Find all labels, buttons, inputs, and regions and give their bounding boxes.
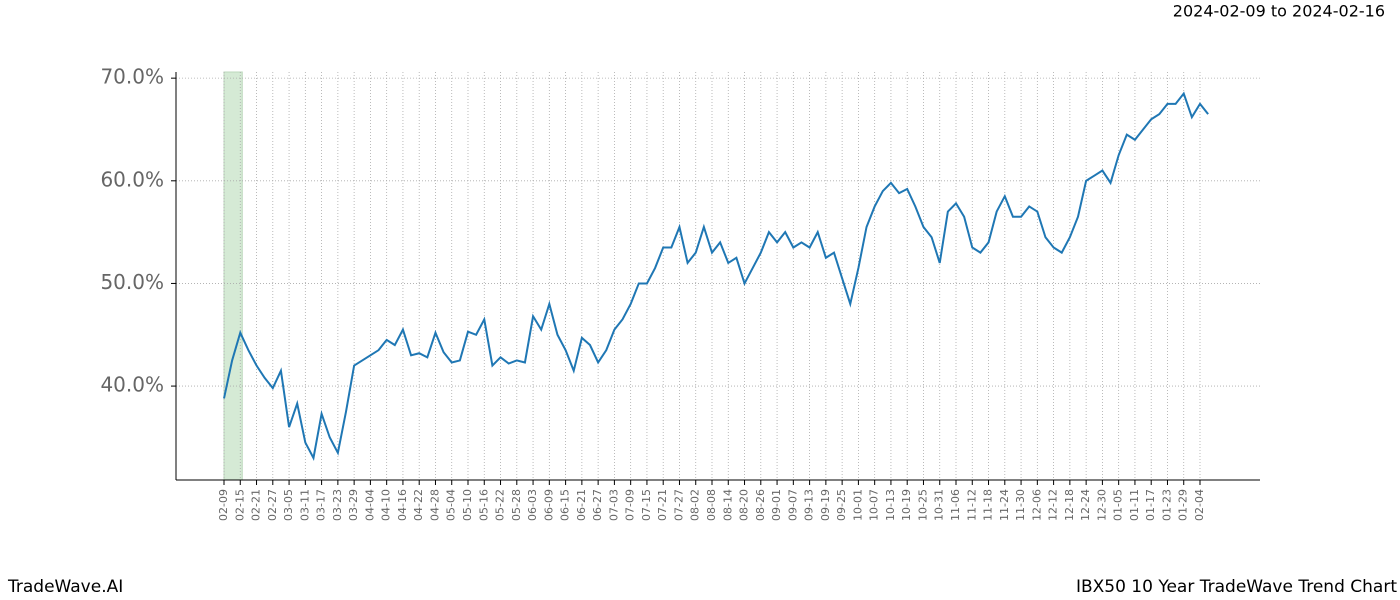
x-tick-label: 09-07 — [786, 489, 799, 521]
x-tick-label: 08-14 — [721, 489, 734, 521]
x-tick-label: 12-30 — [1095, 489, 1108, 521]
x-tick-label: 02-09 — [217, 489, 230, 521]
x-tick-label: 08-02 — [689, 489, 702, 521]
x-tick-label: 02-04 — [1193, 489, 1206, 521]
x-tick-label: 07-15 — [640, 489, 653, 521]
x-tick-label: 03-11 — [298, 489, 311, 521]
x-tick-label: 12-24 — [1079, 489, 1092, 521]
x-tick-label: 08-20 — [738, 489, 751, 521]
x-tick-label: 09-13 — [803, 489, 816, 521]
x-tick-label: 07-27 — [672, 489, 685, 521]
x-tick-label: 01-23 — [1160, 489, 1173, 521]
x-tick-label: 03-17 — [315, 489, 328, 521]
x-tick-label: 09-01 — [770, 489, 783, 521]
y-tick-label: 70.0% — [100, 65, 164, 89]
x-tick-label: 02-21 — [250, 489, 263, 521]
x-tick-label: 04-16 — [396, 489, 409, 521]
x-tick-label: 04-28 — [428, 489, 441, 521]
x-tick-label: 06-15 — [559, 489, 572, 521]
x-tick-label: 02-27 — [266, 489, 279, 521]
y-tick-label: 60.0% — [100, 167, 164, 191]
x-tick-label: 04-04 — [363, 489, 376, 521]
x-tick-label: 10-31 — [933, 489, 946, 521]
x-tick-label: 01-05 — [1112, 489, 1125, 521]
x-tick-label: 11-24 — [998, 489, 1011, 521]
x-tick-label: 01-11 — [1128, 489, 1141, 521]
x-tick-label: 12-18 — [1063, 489, 1076, 521]
x-tick-label: 05-28 — [510, 489, 523, 521]
x-tick-label: 10-19 — [900, 489, 913, 521]
x-tick-label: 03-29 — [347, 489, 360, 521]
footer-left: TradeWave.AI — [7, 577, 123, 597]
x-tick-label: 05-22 — [494, 489, 507, 521]
y-tick-label: 50.0% — [100, 270, 164, 294]
x-tick-label: 09-25 — [835, 489, 848, 521]
x-tick-label: 07-21 — [656, 489, 669, 521]
chart-title: 2024-02-09 to 2024-02-16 — [1173, 2, 1385, 21]
x-tick-label: 05-04 — [445, 489, 458, 521]
x-tick-label: 06-03 — [526, 489, 539, 521]
x-tick-label: 11-06 — [949, 489, 962, 521]
series-line — [223, 91, 1209, 461]
x-tick-label: 03-05 — [282, 489, 295, 521]
y-tick-label: 40.0% — [100, 373, 164, 397]
x-tick-label: 09-19 — [819, 489, 832, 521]
x-tick-label: 01-17 — [1144, 489, 1157, 521]
x-tick-label: 03-23 — [331, 489, 344, 521]
x-tick-label: 01-29 — [1177, 489, 1190, 521]
footer-right: IBX50 10 Year TradeWave Trend Chart — [1076, 577, 1397, 597]
x-tick-label: 05-10 — [461, 489, 474, 521]
x-tick-label: 07-09 — [624, 489, 637, 521]
x-tick-label: 08-26 — [754, 489, 767, 521]
x-tick-label: 07-03 — [607, 489, 620, 521]
x-tick-label: 10-25 — [916, 489, 929, 521]
x-tick-label: 04-10 — [380, 489, 393, 521]
x-tick-label: 12-12 — [1047, 489, 1060, 521]
x-tick-label: 06-21 — [575, 489, 588, 521]
x-tick-label: 11-12 — [965, 489, 978, 521]
x-tick-label: 06-09 — [542, 489, 555, 521]
x-tick-label: 12-06 — [1030, 489, 1043, 521]
x-tick-label: 11-30 — [1014, 489, 1027, 521]
highlight-span — [223, 71, 243, 481]
x-tick-label: 10-13 — [884, 489, 897, 521]
x-tick-label: 11-18 — [982, 489, 995, 521]
x-tick-label: 04-22 — [412, 489, 425, 521]
x-tick-label: 06-27 — [591, 489, 604, 521]
x-tick-label: 05-16 — [477, 489, 490, 521]
x-tick-label: 08-08 — [705, 489, 718, 521]
x-tick-label: 10-01 — [851, 489, 864, 521]
x-tick-label: 02-15 — [233, 489, 246, 521]
x-tick-label: 10-07 — [868, 489, 881, 521]
